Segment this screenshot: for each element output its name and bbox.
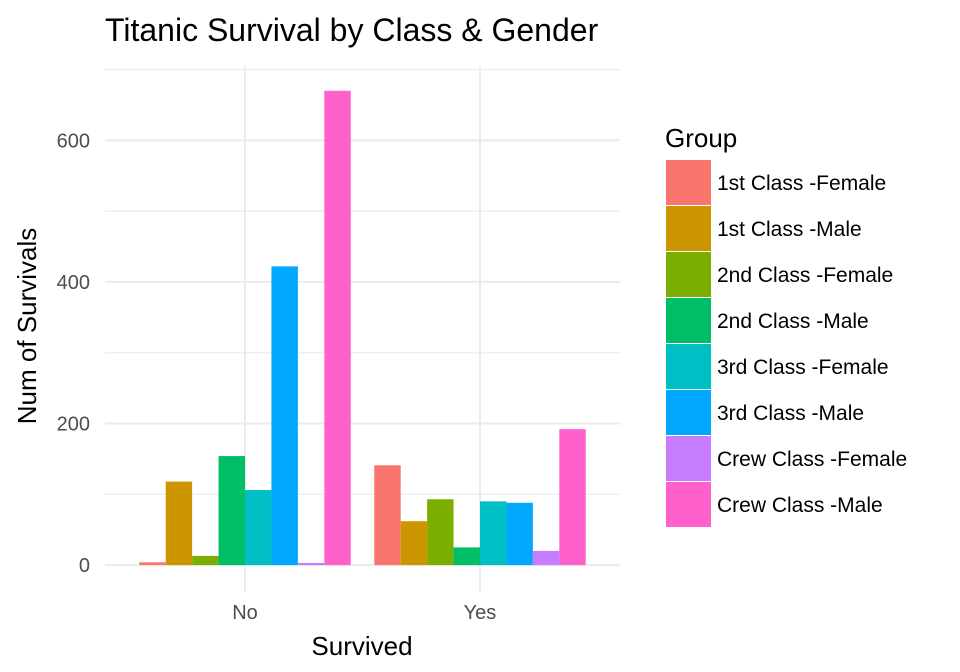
bar-yes-2nd-class-male bbox=[453, 547, 480, 566]
bar-yes-1st-class-female bbox=[374, 465, 401, 566]
legend-label: 2nd Class -Male bbox=[717, 310, 869, 333]
x-axis-title: Survived bbox=[311, 631, 412, 661]
x-tick-label: Yes bbox=[464, 602, 497, 624]
legend-label: 1st Class -Female bbox=[717, 172, 886, 195]
bar-no-2nd-class-male bbox=[218, 456, 245, 566]
legend-label: Crew Class -Male bbox=[717, 494, 883, 517]
legend-label: Crew Class -Female bbox=[717, 448, 907, 471]
y-tick-label: 400 bbox=[57, 272, 90, 294]
y-tick-label: 600 bbox=[57, 130, 90, 152]
legend: Group 1st Class -Female 1st Class -Male 2n… bbox=[665, 123, 907, 527]
legend-label: 3rd Class -Male bbox=[717, 402, 864, 425]
legend-key bbox=[666, 160, 711, 205]
legend-key bbox=[666, 436, 711, 481]
legend-key bbox=[666, 298, 711, 343]
legend-label: 2nd Class -Female bbox=[717, 264, 893, 287]
bar-no-3rd-class-male bbox=[271, 266, 298, 566]
y-axis-title: Num of Survivals bbox=[12, 228, 42, 425]
bar-no-crew-class-male bbox=[324, 90, 351, 566]
x-axis: No Yes bbox=[232, 602, 496, 624]
y-tick-label: 200 bbox=[57, 414, 90, 436]
bar-yes-crew-class-female bbox=[532, 550, 560, 566]
x-tick-label: No bbox=[232, 602, 258, 624]
y-tick-label: 0 bbox=[79, 555, 90, 577]
legend-key bbox=[666, 482, 711, 527]
bars bbox=[139, 90, 586, 566]
y-axis: 0 200 400 600 bbox=[57, 130, 90, 577]
bar-yes-2nd-class-female bbox=[427, 499, 454, 566]
bar-yes-crew-class-male bbox=[559, 429, 586, 566]
bar-no-crew-class-female bbox=[297, 562, 325, 566]
bar-yes-1st-class-male bbox=[400, 521, 428, 566]
legend-label: 1st Class -Male bbox=[717, 218, 862, 241]
bar-yes-3rd-class-female bbox=[480, 501, 507, 566]
bar-no-2nd-class-female bbox=[192, 555, 219, 566]
bar-no-3rd-class-female bbox=[245, 490, 272, 566]
legend-key bbox=[666, 206, 711, 251]
bar-no-1st-class-female bbox=[139, 562, 166, 566]
legend-key bbox=[666, 252, 711, 297]
bar-no-1st-class-male bbox=[165, 481, 193, 566]
legend-label: 3rd Class -Female bbox=[717, 356, 889, 379]
legend-key bbox=[666, 390, 711, 435]
legend-title: Group bbox=[665, 123, 737, 153]
bar-yes-3rd-class-male bbox=[506, 502, 533, 566]
legend-key bbox=[666, 344, 711, 389]
chart-title: Titanic Survival by Class & Gender bbox=[105, 12, 599, 48]
